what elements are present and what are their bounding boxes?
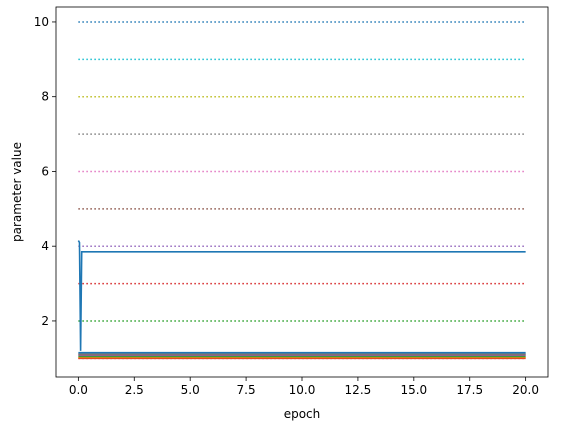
series-line-0 (77, 240, 526, 351)
x-tick-label: 10.0 (289, 383, 316, 397)
y-tick-label: 6 (41, 164, 49, 178)
x-tick-label: 2.5 (125, 383, 144, 397)
x-tick-label: 0.0 (69, 383, 88, 397)
y-tick-label: 8 (41, 90, 49, 104)
x-axis-ticks: 0.0 2.5 5.0 7.5 10.0 12.5 15.0 17.5 20.0 (69, 377, 539, 397)
x-tick-label: 12.5 (345, 383, 372, 397)
y-tick-label: 2 (41, 314, 49, 328)
x-tick-label: 15.0 (400, 383, 427, 397)
y-axis-ticks: 2 4 6 8 10 (34, 15, 56, 328)
y-tick-label: 10 (34, 15, 49, 29)
y-tick-label: 4 (41, 239, 49, 253)
x-tick-label: 17.5 (456, 383, 483, 397)
series-lines (77, 240, 526, 360)
x-tick-label: 5.0 (181, 383, 200, 397)
x-tick-label: 7.5 (237, 383, 256, 397)
y-axis-label: parameter value (10, 142, 24, 242)
x-tick-label: 20.0 (512, 383, 539, 397)
x-axis-label: epoch (284, 407, 321, 421)
